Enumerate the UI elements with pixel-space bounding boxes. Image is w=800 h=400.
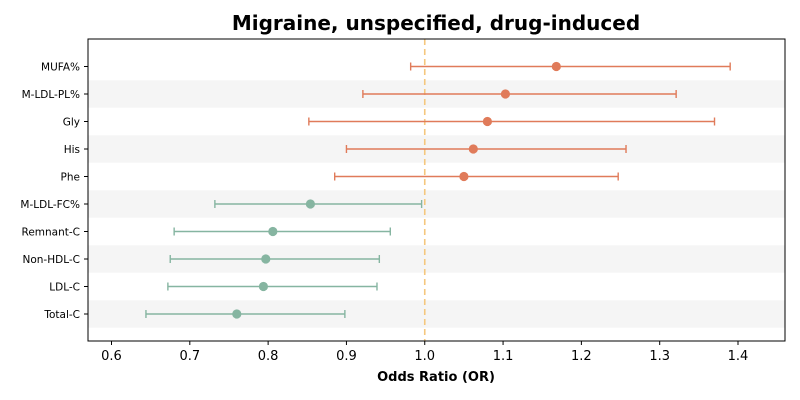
row-band xyxy=(88,190,785,218)
error-bar xyxy=(409,62,731,71)
error-bar xyxy=(333,172,619,181)
x-tick-label: 0.8 xyxy=(258,349,279,364)
plot-frame xyxy=(87,38,786,342)
error-bar xyxy=(169,255,381,263)
row-bands xyxy=(88,80,785,328)
error-bar xyxy=(345,145,627,153)
error-bar xyxy=(308,117,716,126)
y-tick-label: Total-C xyxy=(43,309,80,321)
x-tick-label: 1.0 xyxy=(414,349,435,364)
point-estimate xyxy=(459,171,469,182)
point-estimate xyxy=(305,199,316,209)
point-estimate xyxy=(232,309,242,319)
error-bars xyxy=(145,62,731,318)
y-tick-label: M-LDL-PL% xyxy=(22,89,80,101)
x-axis-label: Odds Ratio (OR) xyxy=(377,370,495,385)
point-estimate xyxy=(500,89,511,99)
x-tick-label: 0.7 xyxy=(179,349,200,364)
y-tick-label: Phe xyxy=(61,172,80,184)
y-tick-label: Gly xyxy=(63,117,80,129)
point-estimates xyxy=(232,61,561,319)
error-bar xyxy=(362,90,677,98)
error-bar xyxy=(145,310,346,318)
y-axis-ticks: MUFA% M-LDL-PL% Gly His Phe M-LDL-FC% Remnant-… xyxy=(20,62,88,321)
chart-title: Migraine, unspecified, drug-induced xyxy=(232,11,640,35)
error-bar xyxy=(167,282,378,291)
x-tick-label: 1.3 xyxy=(649,349,670,364)
y-tick-label: M-LDL-FC% xyxy=(20,199,80,211)
error-bar xyxy=(214,200,423,208)
x-tick-label: 0.9 xyxy=(336,349,357,364)
x-tick-label: 1.1 xyxy=(493,349,514,364)
error-bar xyxy=(173,227,391,236)
x-tick-label: 1.4 xyxy=(728,349,749,364)
x-tick-label: 0.6 xyxy=(101,349,122,364)
point-estimate xyxy=(551,61,561,72)
y-tick-label: His xyxy=(64,144,80,156)
point-estimate xyxy=(268,226,278,237)
y-tick-label: MUFA% xyxy=(41,62,80,74)
x-tick-label: 1.2 xyxy=(571,349,592,364)
point-estimate xyxy=(258,281,269,292)
y-tick-label: Remnant-C xyxy=(22,227,81,239)
point-estimate xyxy=(468,144,478,154)
y-tick-label: Non-HDL-C xyxy=(23,254,81,266)
point-estimate xyxy=(261,254,271,264)
point-estimate xyxy=(482,116,493,127)
y-tick-label: LDL-C xyxy=(49,282,80,294)
x-axis-ticks: 0.6 0.7 0.8 0.9 1.0 1.1 1.2 1.3 1.4 xyxy=(101,341,748,364)
